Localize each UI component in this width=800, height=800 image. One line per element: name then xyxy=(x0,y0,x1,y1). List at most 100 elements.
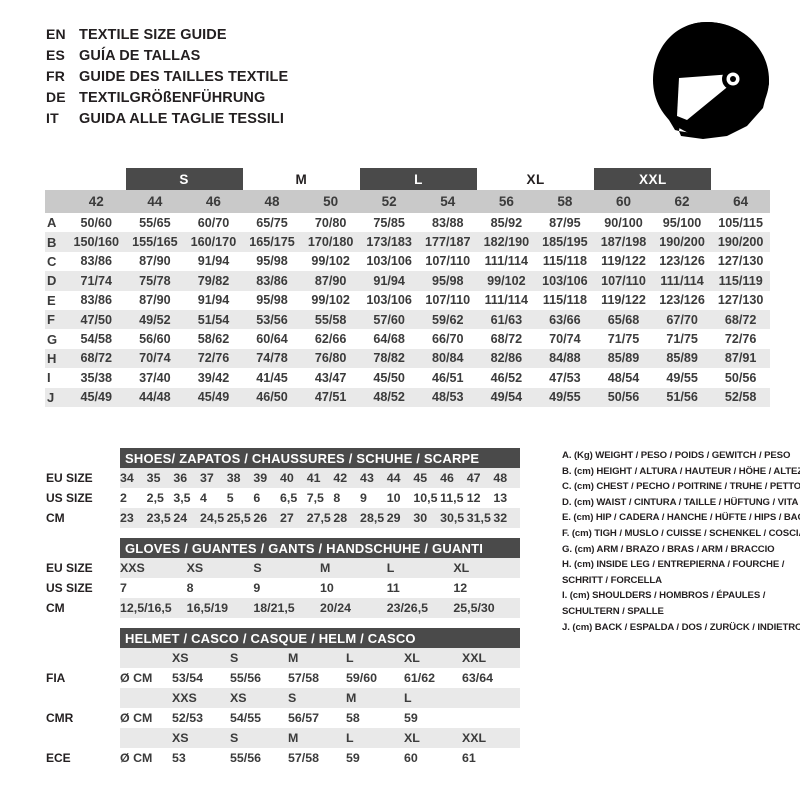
gloves-cell: XXS xyxy=(120,561,145,575)
size-band-l: L xyxy=(359,168,478,190)
helmet-cell: 61 xyxy=(462,751,476,765)
measurement-cell: 99/102 xyxy=(311,254,350,269)
shoes-cell: 35 xyxy=(146,471,161,485)
measurement-cell: 150/160 xyxy=(73,235,120,250)
measurement-cell: 70/74 xyxy=(139,351,171,366)
table-row: CM 12,5/16,5 16,5/19 18/21,5 20/24 23/26,5 25,… xyxy=(46,598,520,618)
measurement-cell: 50/56 xyxy=(724,370,757,385)
helmet-size-label: L xyxy=(346,731,354,745)
title-language-code: DE xyxy=(46,89,66,105)
title-row-en: EN TEXTILE SIZE GUIDE xyxy=(46,26,288,47)
gloves-cell: 12,5/16,5 xyxy=(120,601,172,615)
helmet-cell: 56/57 xyxy=(288,711,320,725)
measurement-cell: 87/90 xyxy=(139,293,171,308)
size-band-s: S xyxy=(125,168,243,190)
shoes-cell: 24,5 xyxy=(200,511,225,525)
legend-item: J. (cm) BACK / ESPALDA / DOS / ZURÜCK / … xyxy=(562,621,800,633)
gloves-cell: 7 xyxy=(120,581,127,595)
measurement-row-label: I xyxy=(47,370,51,386)
shoes-cell: 10 xyxy=(386,491,401,505)
measurement-cell: 48/53 xyxy=(432,390,464,405)
eu-size-header-cell: 58 xyxy=(557,194,573,209)
table-row: I 35/38 37/40 39/42 41/45 43/47 45/50 46/51 46/5… xyxy=(45,368,770,387)
title-text: GUIDA ALLE TAGLIE TESSILI xyxy=(79,111,284,127)
helmet-unit: Ø CM xyxy=(120,751,153,765)
helmet-cell: 60 xyxy=(404,751,418,765)
measurement-cell: 47/50 xyxy=(80,312,113,327)
measurement-row-label: E xyxy=(47,292,56,308)
title-text: GUÍA DE TALLAS xyxy=(79,48,201,64)
table-row: ECE Ø CM 53 55/56 57/58 59 60 61 xyxy=(46,748,520,768)
measurement-row-label: A xyxy=(47,215,57,231)
helmet-cell: 59 xyxy=(346,751,360,765)
measurement-cell: 115/118 xyxy=(542,254,587,269)
measurement-row-label: H xyxy=(47,350,57,366)
title-language-code: EN xyxy=(46,26,66,42)
measurement-cell: 103/106 xyxy=(542,273,588,288)
gloves-cell: 18/21,5 xyxy=(253,601,295,615)
measurement-cell: 68/72 xyxy=(490,332,523,347)
measurement-cell: 115/119 xyxy=(718,273,763,288)
measurement-cell: 103/106 xyxy=(366,254,412,269)
eu-size-header-cell: 46 xyxy=(205,194,221,209)
eu-size-header-cell: 50 xyxy=(323,194,339,209)
measurement-cell: 65/75 xyxy=(256,215,288,230)
gloves-cell: 23/26,5 xyxy=(386,601,429,615)
shoes-cell: 29 xyxy=(386,511,401,525)
measurement-row-label: C xyxy=(47,253,57,269)
helmet-cell: 57/58 xyxy=(288,751,320,765)
measurement-cell: 91/94 xyxy=(197,293,230,308)
shoes-cell: 6,5 xyxy=(280,491,298,505)
table-row: EU SIZE XXS XS S M L XL xyxy=(46,558,520,578)
measurement-cell: 187/198 xyxy=(600,235,647,250)
measurement-cell: 76/80 xyxy=(314,351,347,366)
measurement-cell: 83/86 xyxy=(256,273,288,288)
shoes-cell: 38 xyxy=(226,471,241,485)
measurement-cell: 185/195 xyxy=(542,235,588,250)
shoes-cell: 32 xyxy=(493,511,508,525)
gloves-cell: S xyxy=(253,561,262,575)
measurement-cell: 49/55 xyxy=(666,370,698,385)
legend-item: D. (cm) WAIST / CINTURA / TAILLE / HÜFTU… xyxy=(562,496,799,508)
eu-size-header-cell: 60 xyxy=(615,194,631,209)
measurement-cell: 59/62 xyxy=(432,312,464,327)
shoes-cell: 28,5 xyxy=(360,511,385,525)
title-row-fr: FR GUIDE DES TAILLES TEXTILE xyxy=(46,68,288,89)
measurement-cell: 119/122 xyxy=(601,293,646,308)
measurement-cell: 52/58 xyxy=(724,390,757,405)
shoes-cell: 2 xyxy=(120,491,127,505)
measurement-cell: 51/56 xyxy=(666,390,698,405)
helmet-cell: 53/54 xyxy=(172,671,204,685)
helmet-table: HELMET / CASCO / CASQUE / HELM / CASCO X… xyxy=(46,628,520,768)
helmet-cell: 59 xyxy=(404,711,418,725)
table-row: F 47/50 49/52 51/54 53/56 55/58 57/60 59/62 61/6… xyxy=(45,309,770,330)
title-language-code: IT xyxy=(46,110,59,126)
shoes-cell: 30 xyxy=(413,511,428,525)
shoes-cell: 8 xyxy=(333,491,341,505)
helmet-cell: 61/62 xyxy=(404,671,436,685)
measurement-row-label: G xyxy=(47,331,58,347)
size-band-xl: XL xyxy=(526,171,545,187)
gloves-cell: M xyxy=(320,561,331,575)
helmet-standard-label: FIA xyxy=(46,671,66,685)
helmet-heading: HELMET / CASCO / CASQUE / HELM / CASCO xyxy=(120,628,520,648)
table-row: E 83/86 87/90 91/94 95/98 99/102 103/106 107/11… xyxy=(45,291,770,310)
helmet-size-label: M xyxy=(346,691,357,705)
measurement-cell: 83/86 xyxy=(80,293,113,308)
helmet-size-label: XL xyxy=(404,651,420,665)
helmet-size-header-row: XXS XS S M L xyxy=(120,688,520,708)
shoes-cell: 24 xyxy=(173,511,188,525)
measurement-cell: 99/102 xyxy=(487,273,526,288)
measurement-cell: 49/54 xyxy=(490,390,523,405)
shoes-cell: 6 xyxy=(253,491,261,505)
title-text: TEXTILGRÖßENFÜHRUNG xyxy=(79,90,266,106)
helmet-cell: 63/64 xyxy=(462,671,494,685)
helmet-size-label: M xyxy=(288,731,299,745)
measurement-cell: 67/70 xyxy=(666,312,698,327)
gloves-cell: XL xyxy=(453,561,470,575)
measurement-cell: 35/38 xyxy=(80,370,113,385)
measurement-cell: 71/75 xyxy=(666,332,698,347)
measurement-cell: 87/90 xyxy=(314,273,347,288)
shoes-cell: 43 xyxy=(360,471,374,485)
